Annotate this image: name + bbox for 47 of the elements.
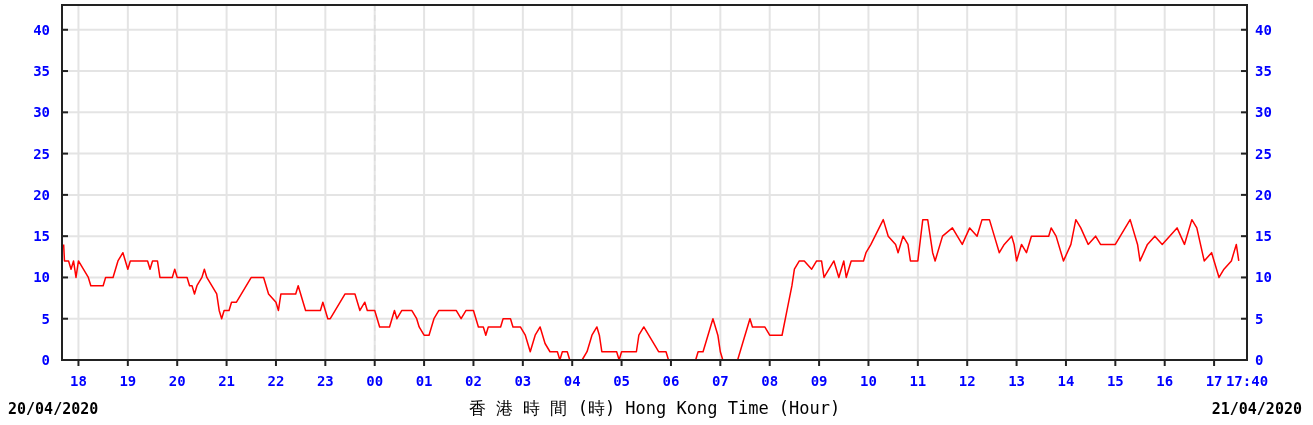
line-series (62, 218, 1240, 361)
x-tick-label: 13 (1008, 373, 1026, 389)
x-tick-label: 03 (514, 373, 532, 389)
x-tick-label: 18 (70, 373, 87, 389)
x-axis-title: 香 港 時 間 (時) Hong Kong Time (Hour) (468, 398, 841, 418)
x-tick-label: 16 (1156, 373, 1174, 389)
y-tick-label: 0 (41, 352, 50, 368)
y2-tick-label: 40 (1255, 21, 1272, 38)
y2-tick-label: 0 (1255, 352, 1264, 368)
x-tick-label: 22 (267, 373, 285, 389)
y-tick-label: 5 (41, 310, 50, 327)
x-tick-label: 07 (711, 373, 729, 389)
text: 20/04/2020 (8, 400, 99, 418)
y-tick-label: 40 (33, 21, 50, 38)
x-tick-label: 17:40 (1225, 373, 1269, 389)
text: 21/04/2020 (1211, 400, 1302, 418)
x-tick-label: 12 (958, 373, 976, 389)
x-tick-label: 01 (415, 373, 433, 389)
x-tick-label: 09 (810, 373, 828, 389)
x-tick-label: 15 (1106, 373, 1124, 389)
y2-tick-label: 30 (1255, 104, 1272, 121)
y-tick-label: 15 (33, 228, 50, 245)
x-tick-label: 10 (860, 373, 877, 389)
x-tick-label: 14 (1057, 373, 1075, 389)
x-tick-label: 11 (909, 373, 927, 389)
x-tick-label: 20 (168, 373, 186, 389)
x-tick-label: 05 (613, 373, 631, 389)
y2-tick-label: 25 (1255, 145, 1272, 162)
y2-tick-label: 15 (1255, 228, 1272, 245)
x-tick-label: 08 (761, 373, 779, 389)
x-tick-label: 02 (465, 373, 482, 389)
x-tick-label: 23 (316, 373, 334, 389)
y-tick-label: 30 (33, 104, 50, 121)
y2-tick-label: 20 (1255, 186, 1272, 203)
y-tick-label: 25 (33, 145, 50, 162)
x-tick-label: 06 (662, 373, 680, 389)
y-tick-label: 20 (33, 186, 50, 203)
y2-tick-label: 35 (1255, 63, 1272, 80)
y-tick-label: 35 (33, 63, 50, 80)
x-tick-label: 00 (366, 373, 384, 389)
x-tick-label: 17 (1205, 373, 1223, 389)
y2-tick-label: 5 (1255, 310, 1264, 327)
y2-tick-label: 10 (1255, 269, 1272, 286)
x-tick-label: 21 (218, 373, 236, 389)
y-tick-label: 10 (33, 269, 50, 286)
x-tick-label: 04 (563, 373, 581, 389)
x-tick-label: 19 (119, 373, 137, 389)
